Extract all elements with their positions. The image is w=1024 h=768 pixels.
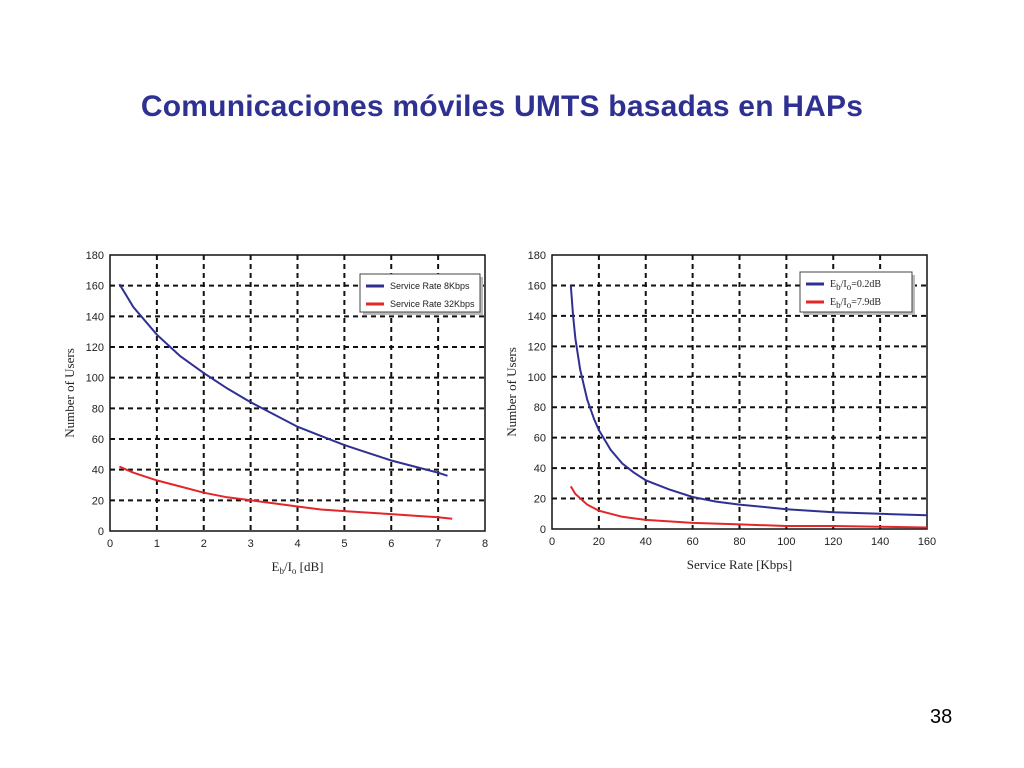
chart-service-rate: 0 20 40 60 80 100 120 140 160 0 20 40 60 80 100 120 140 1…: [504, 250, 936, 572]
legend-entry-2: Eb/Io=7.9dB: [830, 297, 881, 310]
x-tick-label: 80: [733, 536, 745, 548]
y-tick-label: 160: [86, 281, 104, 293]
legend-entry-1: Service Rate 8Kbps: [390, 281, 470, 291]
y-tick-label: 100: [528, 372, 546, 384]
x-tick-label: 40: [640, 536, 652, 548]
legend-box: [359, 273, 481, 313]
y-tick-label: 180: [528, 250, 546, 262]
x-tick-label: 8: [482, 538, 488, 550]
x-tick-label: 0: [107, 538, 113, 550]
x-tick-label: 100: [777, 536, 795, 548]
x-tick-label: 120: [824, 536, 842, 548]
y-tick-label: 40: [92, 465, 104, 477]
y-tick-label: 140: [528, 311, 546, 323]
y-tick-label: 80: [534, 402, 546, 414]
x-tick-label: 4: [294, 538, 300, 550]
y-tick-label: 120: [86, 342, 104, 354]
y-tick-label: 40: [534, 463, 546, 475]
y-tick-label: 20: [92, 495, 104, 507]
y-tick-label: 0: [98, 526, 104, 538]
y-axis-label: Number of Users: [504, 347, 519, 437]
chart-eb-io: 0 1 2 3 4 5 6 7 8020406080100120140160180Number …: [62, 250, 488, 576]
series-line-2: [569, 485, 928, 529]
x-tick-label: 7: [435, 538, 441, 550]
y-tick-label: 0: [540, 524, 546, 536]
x-tick-label: 0: [549, 536, 555, 548]
y-tick-label: 180: [86, 250, 104, 262]
legend-entry-2: Service Rate 32Kbps: [390, 299, 475, 309]
x-tick-label: 60: [687, 536, 699, 548]
legend-box: [799, 271, 913, 313]
x-tick-label: 2: [201, 538, 207, 550]
x-tick-label: 140: [871, 536, 889, 548]
slide-title: Comunicaciones móviles UMTS basadas en H…: [140, 90, 864, 123]
x-tick-label: 6: [388, 538, 394, 550]
x-tick-label: 3: [248, 538, 254, 550]
series-line-2: [119, 465, 453, 520]
page-number: 38: [930, 706, 953, 728]
series-line-1: [118, 283, 448, 477]
y-tick-label: 120: [528, 341, 546, 353]
y-tick-label: 20: [534, 494, 546, 506]
x-tick-label: 20: [593, 536, 605, 548]
legend-entry-1: Eb/Io=0.2dB: [830, 279, 881, 292]
y-tick-label: 60: [92, 434, 104, 446]
x-tick-label: 1: [154, 538, 160, 550]
x-tick-label: 5: [341, 538, 347, 550]
y-tick-label: 80: [92, 403, 104, 415]
x-tick-label: 160: [918, 536, 936, 548]
y-axis-label: Number of Users: [62, 348, 77, 438]
x-axis-label: Eb/Io [dB]: [272, 559, 324, 576]
series-line-1: [569, 285, 928, 517]
y-tick-label: 160: [528, 280, 546, 292]
y-tick-label: 60: [534, 433, 546, 445]
x-axis-label: Service Rate [Kbps]: [687, 557, 792, 572]
y-tick-label: 140: [86, 311, 104, 323]
y-tick-label: 100: [86, 373, 104, 385]
